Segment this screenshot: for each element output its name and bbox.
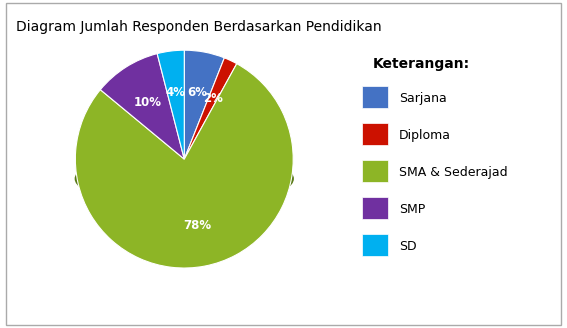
Wedge shape <box>184 58 237 159</box>
Text: 4%: 4% <box>166 86 186 99</box>
Text: 10%: 10% <box>134 95 162 109</box>
Text: SD: SD <box>399 239 417 253</box>
Text: Diagram Jumlah Responden Berdasarkan Pendidikan: Diagram Jumlah Responden Berdasarkan Pen… <box>16 20 381 34</box>
FancyBboxPatch shape <box>362 160 388 182</box>
FancyBboxPatch shape <box>362 123 388 145</box>
Text: Diploma: Diploma <box>399 129 451 142</box>
Text: Keterangan:: Keterangan: <box>373 56 470 71</box>
Text: 78%: 78% <box>183 219 211 232</box>
Wedge shape <box>157 50 184 159</box>
Wedge shape <box>75 64 293 268</box>
Wedge shape <box>100 53 184 159</box>
Text: SMP: SMP <box>399 203 425 215</box>
Wedge shape <box>184 50 225 159</box>
FancyBboxPatch shape <box>362 86 388 108</box>
Text: Sarjana: Sarjana <box>399 92 447 105</box>
Ellipse shape <box>75 152 293 206</box>
FancyBboxPatch shape <box>362 234 388 256</box>
FancyBboxPatch shape <box>362 197 388 219</box>
Text: 2%: 2% <box>203 92 223 105</box>
Text: SMA & Sederajad: SMA & Sederajad <box>399 166 507 179</box>
Text: 6%: 6% <box>187 86 207 99</box>
FancyBboxPatch shape <box>6 3 561 325</box>
